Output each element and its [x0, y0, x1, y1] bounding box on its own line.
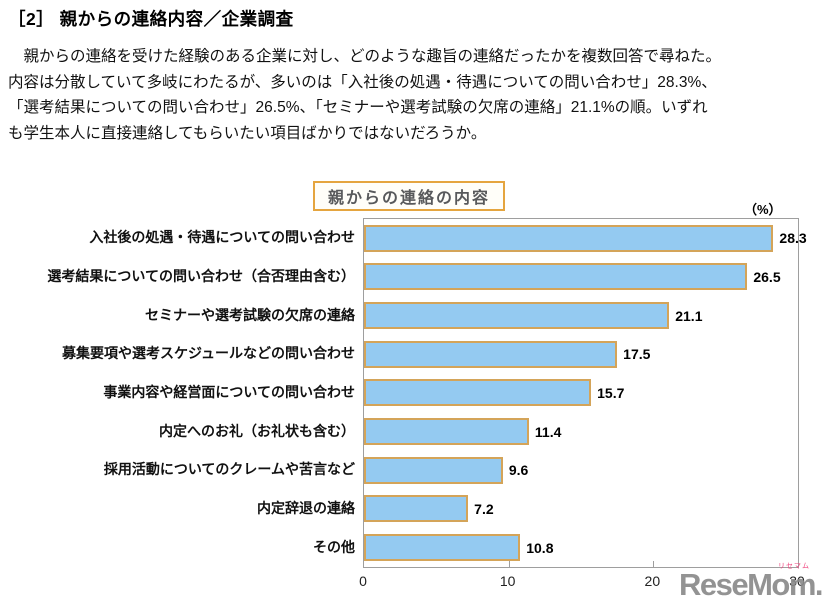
- bar-value-label: 15.7: [597, 384, 625, 401]
- bar-value-label: 9.6: [508, 462, 529, 479]
- bar-row: 28.3: [364, 219, 807, 258]
- bar: [364, 302, 670, 330]
- bar-row: 21.1: [364, 296, 798, 335]
- chart-plot-area: 28.3 26.5 21.1 17.5 15.7 11.4 9.6 7.2 10.8: [363, 218, 807, 568]
- bar: [364, 418, 529, 446]
- resemom-logo-katakana: リセマム: [778, 563, 810, 570]
- chart-title-box: 親からの連絡の内容: [313, 181, 505, 211]
- bar-row: 17.5: [364, 335, 798, 374]
- bar-value-label: 10.8: [526, 539, 554, 556]
- bar-row: 26.5: [364, 258, 798, 297]
- bar-row: 15.7: [364, 374, 798, 413]
- category-label: 募集要項や選考スケジュールなどの問い合わせ: [61, 345, 355, 362]
- bar: [364, 340, 618, 368]
- category-label: 入社後の処遇・待遇についての問い合わせ: [89, 229, 355, 246]
- bar-value-label: 7.2: [474, 500, 494, 517]
- bar-value-label: 28.3: [779, 230, 807, 247]
- bar: [364, 456, 503, 484]
- chart-title: 親からの連絡の内容: [327, 190, 490, 207]
- category-label: 内定へのお礼（お礼状も含む）: [159, 422, 355, 439]
- x-axis-label: 30: [789, 573, 805, 589]
- x-axis-label: 10: [499, 573, 516, 589]
- bar: [364, 224, 774, 252]
- bar-value-label: 21.1: [675, 307, 703, 324]
- category-label: 内定辞退の連絡: [257, 499, 355, 516]
- bar-value-label: 26.5: [753, 268, 781, 285]
- x-axis-label: 20: [644, 573, 661, 589]
- category-label: 採用活動についてのクレームや苦言など: [103, 461, 355, 478]
- category-label: 選考結果についての問い合わせ（合否理由含む）: [47, 267, 355, 284]
- x-axis-tickmark: [653, 561, 655, 567]
- category-label: 事業内容や経営面についての問い合わせ: [103, 383, 355, 400]
- category-label: その他: [313, 538, 355, 555]
- bar: [364, 534, 521, 562]
- category-label: セミナーや選考試験の欠席の連絡: [145, 306, 355, 323]
- x-axis-label: 0: [359, 573, 367, 589]
- bar: [364, 379, 592, 407]
- bar: [364, 495, 469, 523]
- bar-row: 10.8: [364, 528, 798, 567]
- page-title: ［2］ 親からの連絡内容／企業調査: [8, 9, 294, 29]
- bar: [364, 263, 748, 291]
- paragraph-line: 内容は分散していて多岐にわたるが、多いのは「入社後の処遇・待遇についての問い合わ…: [8, 73, 717, 91]
- bar-value-label: 17.5: [623, 346, 651, 363]
- bar-row: 9.6: [364, 451, 798, 490]
- paragraph-line: も学生本人に直接連絡してもらいたい項目ばかりではないだろうか。: [8, 124, 487, 142]
- intro-paragraph: 親からの連絡を受けた経験のある企業に対し、どのような趣旨の連絡だったかを複数回答…: [8, 44, 822, 146]
- paragraph-line: 「選考結果についての問い合わせ」26.5%、「セミナーや選考試験の欠席の連絡」2…: [8, 99, 708, 116]
- axis-unit-label: （%）: [744, 202, 782, 217]
- bar-value-label: 11.4: [534, 423, 562, 440]
- resemom-logo: リセマム ReseMom.: [678, 563, 824, 603]
- paragraph-line: 親からの連絡を受けた経験のある企業に対し、どのような趣旨の連絡だったかを複数回答…: [8, 48, 722, 65]
- bar-row: 11.4: [364, 412, 798, 451]
- resemom-logo-text: ReseMom.: [678, 567, 824, 602]
- bar-row: 7.2: [364, 490, 798, 529]
- x-axis-tickmark: [508, 561, 510, 567]
